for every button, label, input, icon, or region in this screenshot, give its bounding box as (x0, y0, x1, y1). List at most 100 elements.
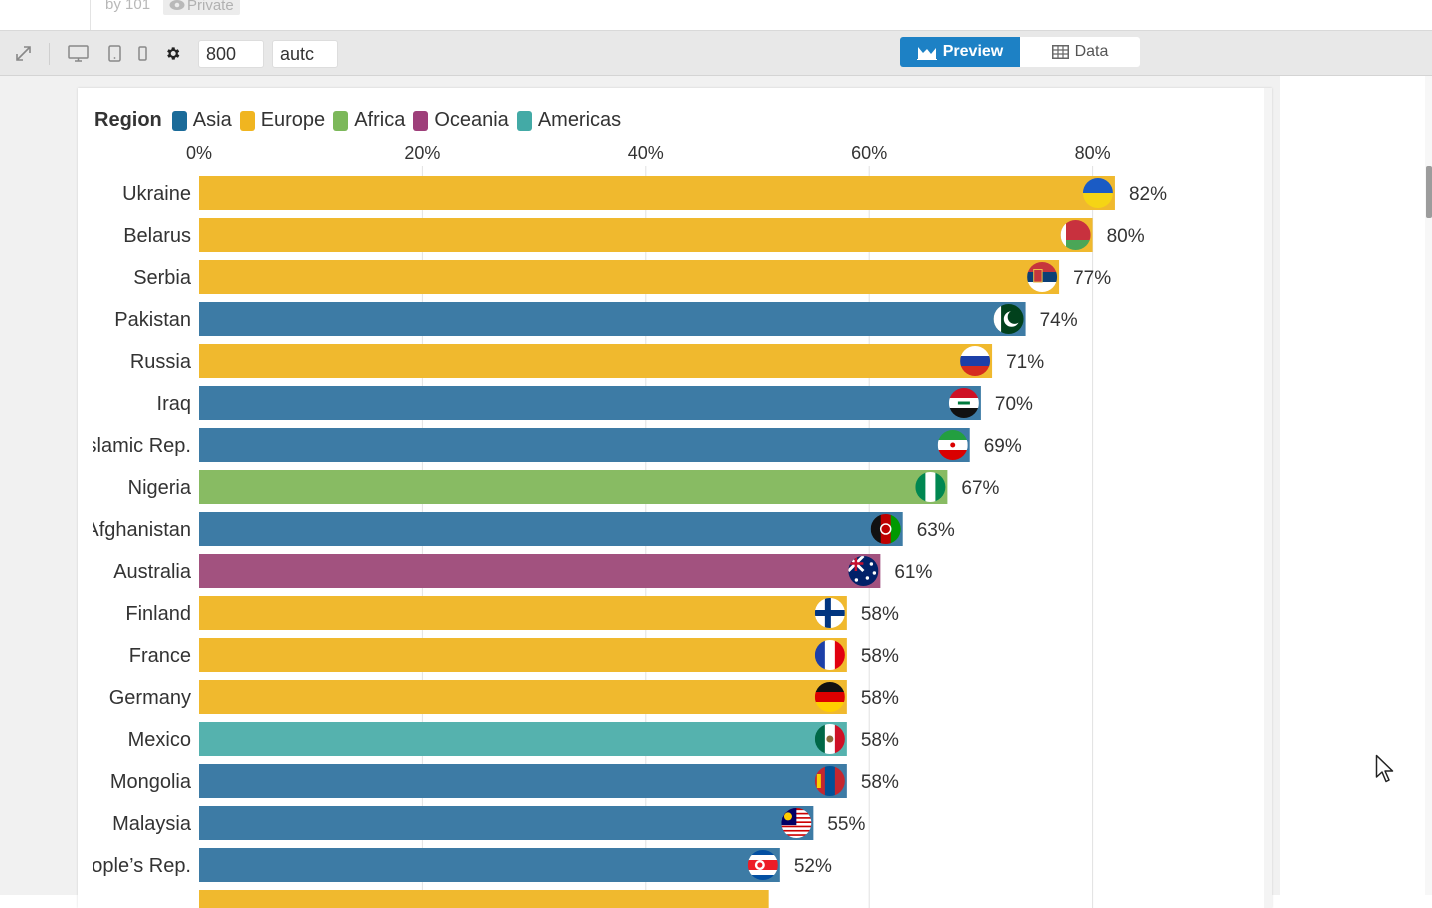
flag-part (1007, 310, 1022, 324)
height-input[interactable] (272, 40, 338, 68)
flag-part (747, 855, 778, 861)
flag-part (937, 430, 968, 441)
flag-part (872, 571, 877, 575)
mouse-cursor-icon (1375, 754, 1397, 789)
legend-item-americas[interactable]: Americas (516, 109, 622, 132)
private-badge: Private (163, 0, 240, 15)
width-input[interactable] (198, 40, 264, 68)
flag-part (957, 401, 970, 405)
bar-chart: 0% 20% 40% 60% 80% Ukraine 82% Belarus 80% Serbia… (78, 143, 1167, 908)
bar-row: slamic Rep. 69% (87, 428, 1022, 462)
value-label: 71% (1006, 352, 1044, 373)
category-label: Germany (109, 687, 191, 709)
x-tick-label: 0% (186, 143, 212, 163)
germany-flag (814, 682, 845, 712)
flag-part (814, 640, 826, 670)
value-label: 77% (1073, 268, 1111, 289)
legend-swatch (516, 110, 532, 131)
preview-label: Preview (942, 43, 1004, 60)
flag-part (1082, 193, 1113, 208)
flag-part (783, 812, 792, 821)
bar (199, 764, 847, 798)
flag-part (948, 408, 979, 418)
preview-button[interactable]: Preview (900, 37, 1020, 67)
phone-icon[interactable] (136, 43, 148, 63)
bar-row: Nigeria 67% (128, 470, 1000, 504)
flag-part (1060, 240, 1091, 250)
flag-part (781, 829, 812, 833)
category-label: Ukraine (122, 183, 191, 205)
data-label: Data (1074, 43, 1109, 60)
tablet-icon[interactable] (106, 43, 122, 63)
category-label: France (129, 645, 191, 667)
legend-swatch (239, 110, 255, 131)
category-label: Mongolia (110, 771, 192, 793)
value-label: 80% (1107, 226, 1145, 247)
flag-part (781, 827, 812, 830)
legend-item-oceania[interactable]: Oceania (413, 109, 509, 132)
flag-part (869, 562, 874, 566)
scrollbar-thumb[interactable] (1426, 166, 1432, 218)
flag-part (1033, 269, 1043, 283)
bar (199, 596, 847, 630)
flag-part (1082, 178, 1113, 194)
gear-icon[interactable] (163, 43, 181, 63)
mexico-flag (814, 724, 845, 754)
value-label: 58% (861, 646, 899, 667)
table-icon (1051, 45, 1069, 59)
category-label: Pakistan (114, 309, 191, 331)
header-tab[interactable] (0, 0, 91, 30)
right-panel (1280, 76, 1425, 895)
legend-item-asia[interactable]: Asia (171, 109, 232, 132)
scrollbar[interactable] (1425, 76, 1432, 895)
data-button[interactable]: Data (1020, 37, 1140, 67)
bar (199, 638, 847, 672)
value-label: 74% (1040, 310, 1078, 331)
flag-part (781, 833, 812, 837)
category-label: Malaysia (112, 813, 192, 835)
fullscreen-icon[interactable] (14, 43, 32, 63)
bar (199, 722, 847, 756)
flag-part (834, 724, 845, 754)
flag-part (747, 850, 778, 856)
legend-label: Europe (260, 109, 326, 131)
desktop-icon[interactable] (67, 43, 89, 63)
bar (199, 470, 948, 504)
category-label: Nigeria (128, 477, 192, 499)
flag-part (824, 766, 836, 796)
flag-part (781, 831, 812, 835)
bar-row: Afghanistan 63% (85, 512, 955, 546)
legend-title: Region (94, 109, 162, 131)
value-label: 55% (827, 814, 865, 835)
private-label: Private (187, 0, 234, 14)
bar-row: Iraq 70% (157, 386, 1033, 420)
flag-part (950, 442, 956, 448)
category-label: eople’s Rep. (80, 855, 191, 877)
value-label: 67% (961, 478, 999, 499)
category-label: Belarus (123, 225, 191, 247)
flag-part (826, 735, 834, 743)
bar-row: Pakistan 74% (114, 302, 1078, 336)
flag-part (814, 692, 845, 703)
bar-row: Ukraine 82% (122, 176, 1167, 210)
flag-part (1060, 230, 1091, 241)
france-flag (814, 640, 845, 670)
bar (199, 386, 981, 420)
flag-part (747, 870, 778, 876)
legend-item-africa[interactable]: Africa (333, 109, 405, 132)
legend-label: Asia (192, 109, 232, 131)
bar-row: Finland 58% (125, 596, 899, 630)
bar (199, 344, 993, 378)
area-chart-icon (916, 47, 937, 60)
legend-label: Americas (537, 109, 622, 131)
belarus-flag (1060, 220, 1091, 250)
legend-item-europe[interactable]: Europe (239, 109, 326, 132)
bar-row: eople’s Rep. 52% (80, 848, 832, 882)
flag-part (816, 774, 821, 788)
category-label: Afghanistan (85, 519, 191, 541)
serbia-flag (1027, 262, 1058, 292)
flag-part (870, 514, 882, 544)
document-header: by 101 Private (0, 0, 1432, 31)
legend-label: Africa (354, 109, 406, 131)
flag-part (834, 640, 845, 670)
